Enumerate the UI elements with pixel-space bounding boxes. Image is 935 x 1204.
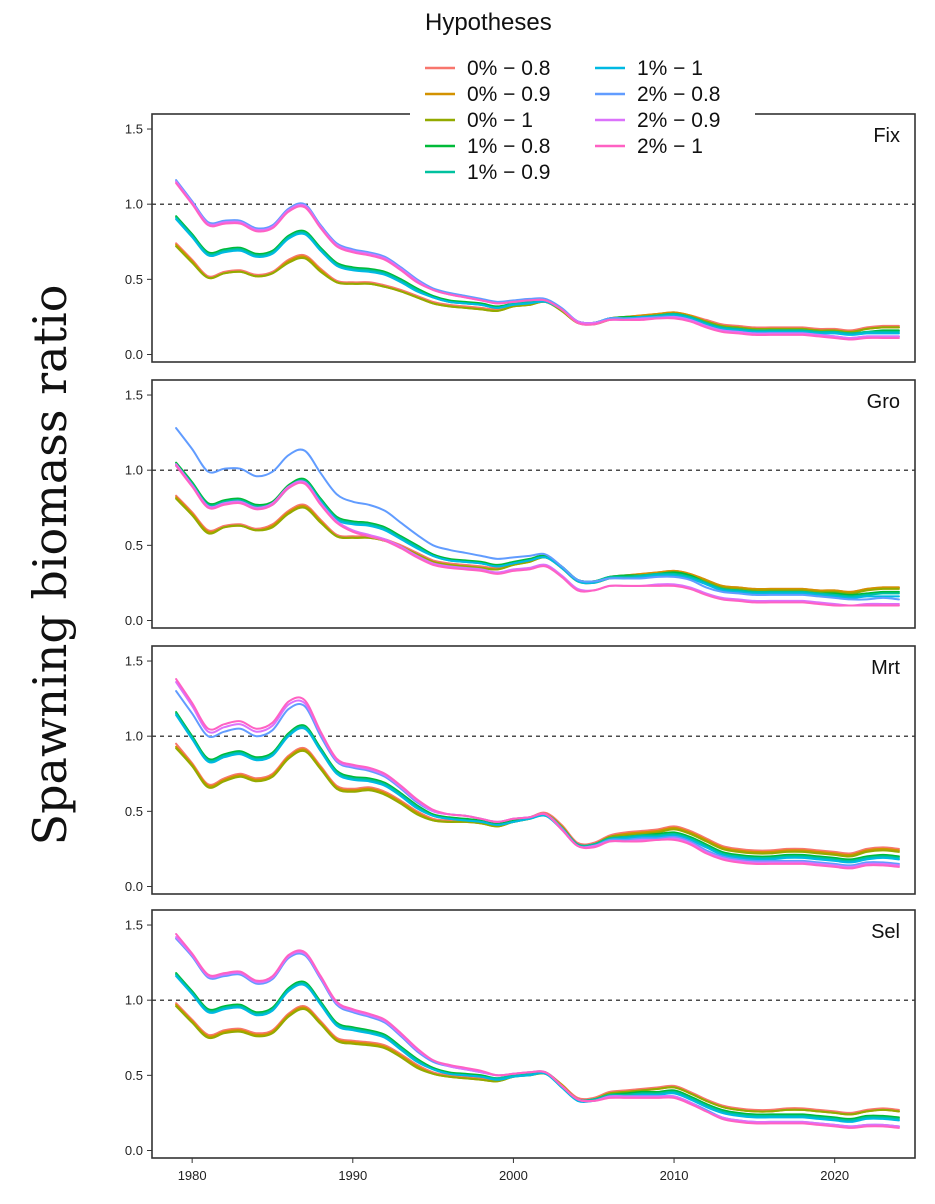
panels: 0.0 0.5 1.0 1.5 Fix 0.0 0.5 1.0 1.5 Gro 0.0 0.5 1.0 1… <box>125 113 916 1183</box>
panel-label: Sel <box>871 921 900 943</box>
legend-item: 1% − 1 <box>595 57 703 80</box>
panel-border <box>151 379 916 629</box>
y-axis-label: Spawning biomass ratio <box>23 285 77 846</box>
legend-label: 2% − 1 <box>637 135 703 158</box>
y-tick-label: 0.0 <box>125 613 143 628</box>
legend-item: 0% − 1 <box>425 109 533 132</box>
y-tick-label: 1.5 <box>125 122 143 137</box>
legend-item: 2% − 0.8 <box>595 83 720 106</box>
y-tick-label: 1.0 <box>125 729 143 744</box>
legend-label: 1% − 0.9 <box>467 161 550 184</box>
series-line <box>175 464 900 607</box>
panel-border <box>151 909 916 1159</box>
panel-gro: 0.0 0.5 1.0 1.5 Gro <box>125 379 916 629</box>
legend-item: 0% − 0.8 <box>425 57 550 80</box>
y-tick-label: 1.0 <box>125 463 143 478</box>
y-tick-label: 0.0 <box>125 879 143 894</box>
y-tick-label: 1.0 <box>125 197 143 212</box>
y-tick-label: 1.5 <box>125 654 143 669</box>
x-tick-label: 2020 <box>820 1168 849 1183</box>
legend-label: 1% − 1 <box>637 57 703 80</box>
panel-label: Fix <box>873 125 900 147</box>
panel-sel: 0.0 0.5 1.0 1.5 Sel <box>125 909 916 1159</box>
legend-background <box>410 6 755 192</box>
x-tick-label: 1980 <box>178 1168 207 1183</box>
legend-title: Hypotheses <box>425 9 552 36</box>
legend-label: 2% − 0.8 <box>637 83 720 106</box>
series-line <box>175 463 900 607</box>
series-line <box>175 427 900 601</box>
series-line <box>175 975 900 1123</box>
panel-mrt: 0.0 0.5 1.0 1.5 Mrt <box>125 645 916 895</box>
series-line <box>175 714 900 864</box>
y-tick-label: 0.5 <box>125 804 143 819</box>
legend: Hypotheses 0% − 0.8 0% − 0.9 0% − 1 1% − 0.… <box>410 6 755 192</box>
series-line <box>175 678 900 870</box>
legend-label: 2% − 0.9 <box>637 109 720 132</box>
y-tick-label: 0.5 <box>125 1068 143 1083</box>
legend-label: 1% − 0.8 <box>467 135 550 158</box>
legend-label: 0% − 1 <box>467 109 533 132</box>
x-axis: 1980 1990 2000 2010 2020 <box>178 1158 849 1183</box>
panel-background <box>152 380 915 628</box>
y-tick-label: 1.5 <box>125 388 143 403</box>
legend-label: 0% − 0.9 <box>467 83 550 106</box>
x-tick-label: 2010 <box>660 1168 689 1183</box>
y-tick-label: 0.0 <box>125 347 143 362</box>
y-tick-label: 0.5 <box>125 538 143 553</box>
x-tick-label: 2000 <box>499 1168 528 1183</box>
legend-item: 2% − 1 <box>595 135 703 158</box>
y-tick-label: 1.0 <box>125 993 143 1008</box>
y-tick-label: 0.0 <box>125 1143 143 1158</box>
x-tick-label: 1990 <box>338 1168 367 1183</box>
panel-label: Gro <box>867 391 900 413</box>
y-tick-label: 1.5 <box>125 918 143 933</box>
legend-item: 0% − 0.9 <box>425 83 550 106</box>
y-tick-label: 0.5 <box>125 272 143 287</box>
legend-item: 2% − 0.9 <box>595 109 720 132</box>
panel-label: Mrt <box>871 657 900 679</box>
panel-border <box>151 645 916 895</box>
legend-item: 1% − 0.8 <box>425 135 550 158</box>
legend-item: 1% − 0.9 <box>425 161 550 184</box>
series-line <box>175 182 900 341</box>
series-line <box>175 218 900 336</box>
legend-label: 0% − 0.8 <box>467 57 550 80</box>
legend-items: 0% − 0.8 0% − 0.9 0% − 1 1% − 0.8 1% − 0.9 1%… <box>425 57 720 184</box>
series-line <box>175 933 900 1129</box>
